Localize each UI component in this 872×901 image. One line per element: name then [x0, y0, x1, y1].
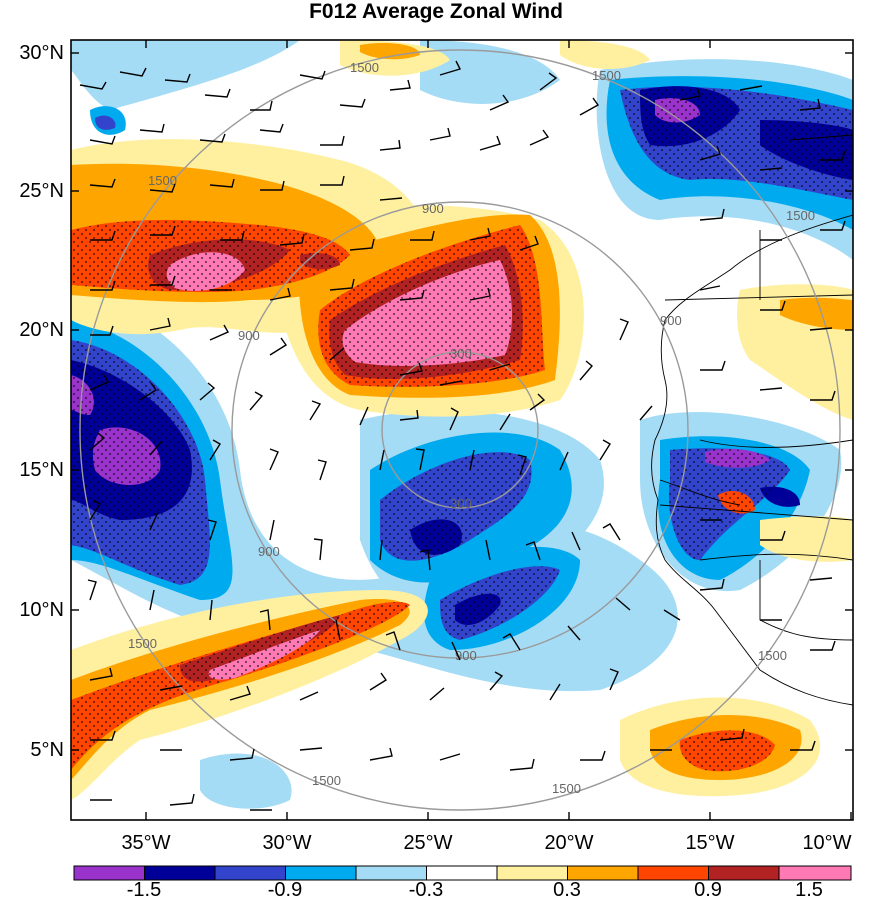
colorbar-swatch: [426, 865, 498, 881]
ring-label-1500-b: 1500: [592, 68, 621, 83]
colorbar-swatch: [778, 865, 852, 881]
ring-label-900-d: 900: [258, 544, 280, 559]
lat-label-25n: 25°N: [19, 180, 64, 202]
lat-label-20n: 20°N: [19, 319, 64, 341]
ring-label-900-a: 900: [422, 201, 444, 216]
colorbar-swatch: [637, 865, 709, 881]
colorbar-label: 0.3: [553, 879, 581, 901]
wind-barbs: [79, 60, 846, 811]
range-ring-labels: 300 300 900 900 900 900 900 1500 1500 15…: [128, 60, 815, 796]
colorbar-swatch: [214, 865, 286, 881]
ring-label-300-a: 300: [450, 346, 472, 361]
ring-label-300-b: 300: [450, 496, 472, 511]
lon-label-35w: 35°W: [121, 832, 171, 854]
ring-label-1500-g: 1500: [786, 208, 815, 223]
lon-label-30w: 30°W: [262, 832, 312, 854]
colorbar-label: -1.5: [126, 879, 162, 901]
lat-label-10n: 10°N: [19, 599, 64, 621]
colorbar-swatch: [708, 865, 780, 881]
lon-label-20w: 20°W: [544, 832, 594, 854]
range-rings: [79, 49, 841, 811]
significance-stippling: [71, 86, 853, 772]
ring-label-1500-a: 1500: [350, 60, 379, 75]
colorbar-swatch: [567, 865, 639, 881]
ring-label-1500-c: 1500: [148, 173, 177, 188]
lon-label-10w: 10°W: [802, 832, 852, 854]
lat-label-30n: 30°N: [19, 42, 64, 64]
lat-label-15n: 15°N: [19, 459, 64, 481]
map-title: F012 Average Zonal Wind: [309, 0, 563, 23]
colorbar-swatch: [355, 865, 427, 881]
colorbar-swatch: [73, 865, 145, 881]
colorbar-swatch: [496, 865, 568, 881]
lon-label-25w: 25°W: [403, 832, 453, 854]
ring-label-900-c: 900: [238, 328, 260, 343]
colorbar-label: -0.9: [267, 879, 303, 901]
colorbar-label: 1.5: [795, 879, 823, 901]
colorbar-swatch: [144, 865, 216, 881]
colorbar-swatch: [285, 865, 357, 881]
ring-label-1500-h: 1500: [758, 648, 787, 663]
ring-label-900-e: 900: [660, 313, 682, 328]
lon-label-15w: 15°W: [685, 832, 735, 854]
axis-ticks: [71, 40, 853, 820]
lat-label-5n: 5°N: [30, 739, 64, 761]
plot-frame: [70, 39, 854, 821]
colorbar: [73, 865, 852, 881]
ring-label-1500-d: 1500: [128, 636, 157, 651]
ring-label-1500-f: 1500: [552, 781, 581, 796]
ring-label-1500-e: 1500: [312, 773, 341, 788]
colorbar-label: -0.3: [408, 879, 444, 901]
colorbar-label: 0.9: [694, 879, 722, 901]
